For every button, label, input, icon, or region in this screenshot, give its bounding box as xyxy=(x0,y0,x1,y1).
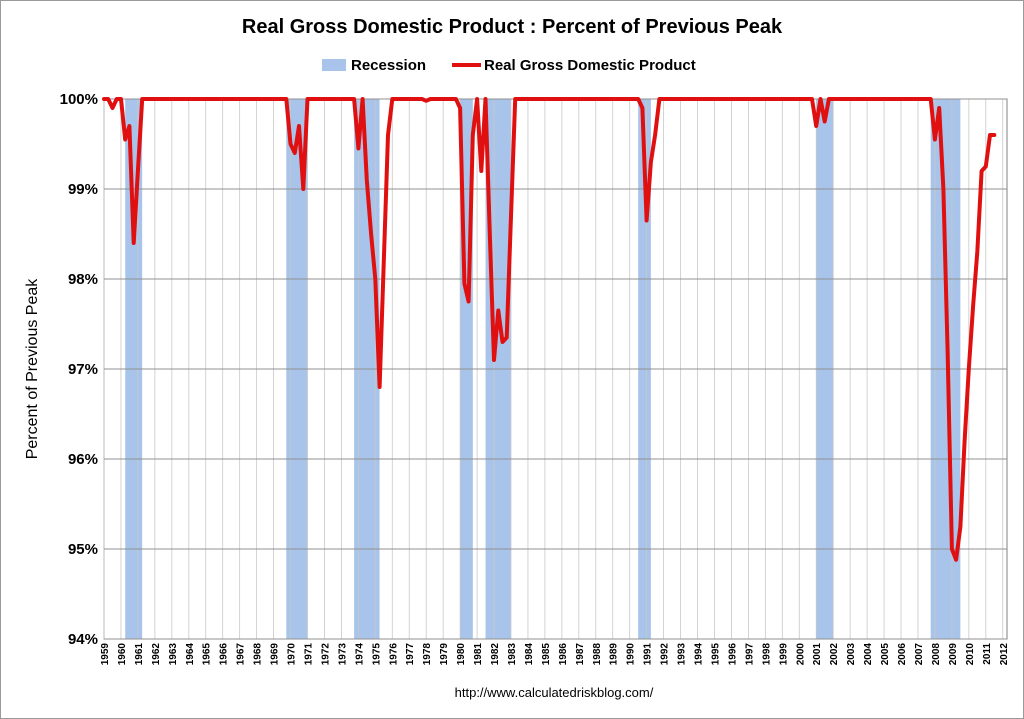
x-tick-label: 1972 xyxy=(320,643,331,666)
x-tick-label: 2012 xyxy=(999,643,1010,666)
x-tick-label: 1963 xyxy=(168,643,179,666)
y-tick-labels: 94% 95% 96% 97% 98% 99% 100% xyxy=(60,91,98,648)
y-tick-label: 96% xyxy=(68,451,98,468)
x-tick-label: 1997 xyxy=(744,643,755,666)
x-tick-label: 2007 xyxy=(914,643,925,666)
x-tick-label: 1985 xyxy=(541,643,552,666)
x-tick-label: 1960 xyxy=(117,643,128,666)
x-tick-label: 1966 xyxy=(219,643,230,666)
x-tick-label: 2003 xyxy=(846,643,857,666)
x-tick-label: 1989 xyxy=(609,643,620,666)
legend-swatch-recession xyxy=(322,59,346,71)
x-tick-label: 2004 xyxy=(863,643,874,666)
chart-title: Real Gross Domestic Product : Percent of… xyxy=(242,16,783,38)
x-tick-label: 2010 xyxy=(965,643,976,666)
x-tick-label: 1967 xyxy=(236,643,247,666)
x-tick-label: 2011 xyxy=(982,643,993,665)
x-tick-label: 1968 xyxy=(253,643,264,666)
x-tick-label: 1993 xyxy=(677,643,688,666)
x-tick-label: 1984 xyxy=(524,643,535,666)
x-tick-label: 1973 xyxy=(337,643,348,666)
x-tick-label: 2008 xyxy=(931,643,942,666)
y-tick-label: 100% xyxy=(60,91,98,108)
x-tick-label: 1975 xyxy=(371,643,382,666)
x-tick-label: 1980 xyxy=(456,643,467,666)
legend-label-recession: Recession xyxy=(351,57,426,74)
legend-label-gdp: Real Gross Domestic Product xyxy=(484,57,696,74)
x-tick-label: 1962 xyxy=(151,643,162,666)
x-tick-label: 1992 xyxy=(660,643,671,666)
source-url: http://www.calculatedriskblog.com/ xyxy=(455,685,654,700)
series-line-gdp xyxy=(102,97,997,562)
x-tick-label: 1999 xyxy=(778,643,789,666)
x-tick-label: 1995 xyxy=(710,643,721,666)
x-tick-label: 1965 xyxy=(202,643,213,666)
x-tick-label: 1961 xyxy=(134,643,145,666)
x-tick-label: 2000 xyxy=(795,643,806,666)
x-tick-label: 1976 xyxy=(388,643,399,666)
y-tick-label: 98% xyxy=(68,271,98,288)
x-tick-label: 2009 xyxy=(948,643,959,666)
x-tick-label: 1959 xyxy=(100,643,111,666)
x-tick-label: 1986 xyxy=(558,643,569,666)
y-tick-label: 97% xyxy=(68,361,98,378)
x-tick-label: 1964 xyxy=(185,643,196,666)
y-tick-label: 99% xyxy=(68,181,98,198)
x-tick-label: 2001 xyxy=(812,643,823,666)
x-tick-label: 1991 xyxy=(643,643,654,666)
x-tick-label: 1971 xyxy=(303,643,314,666)
x-tick-label: 1998 xyxy=(761,643,772,666)
legend: Recession Real Gross Domestic Product xyxy=(322,57,696,74)
x-tick-label: 1977 xyxy=(405,643,416,666)
y-tick-label: 95% xyxy=(68,541,98,558)
x-tick-label: 1982 xyxy=(490,643,501,666)
series-layer xyxy=(102,97,997,562)
x-tick-label: 1978 xyxy=(422,643,433,666)
x-tick-label: 1983 xyxy=(507,643,518,666)
x-tick-label: 2006 xyxy=(897,643,908,666)
x-tick-label: 1988 xyxy=(592,643,603,666)
x-tick-label: 1987 xyxy=(575,643,586,666)
y-tick-label: 94% xyxy=(68,631,98,648)
x-tick-label: 1974 xyxy=(354,643,365,666)
x-tick-labels: 1959 1960 1961 1962 1963 1964 1965 1966 1967 1968… xyxy=(100,643,1010,666)
x-tick-label: 2002 xyxy=(829,643,840,666)
x-tick-label: 1990 xyxy=(626,643,637,666)
y-axis-label: Percent of Previous Peak xyxy=(24,278,41,460)
x-tick-label: 1981 xyxy=(473,643,484,666)
x-tick-label: 1979 xyxy=(439,643,450,666)
x-tick-label: 1996 xyxy=(727,643,738,666)
x-tick-label: 2005 xyxy=(880,643,891,666)
x-tick-label: 1994 xyxy=(694,643,705,666)
x-tick-label: 1969 xyxy=(270,643,281,666)
x-tick-label: 1970 xyxy=(287,643,298,666)
